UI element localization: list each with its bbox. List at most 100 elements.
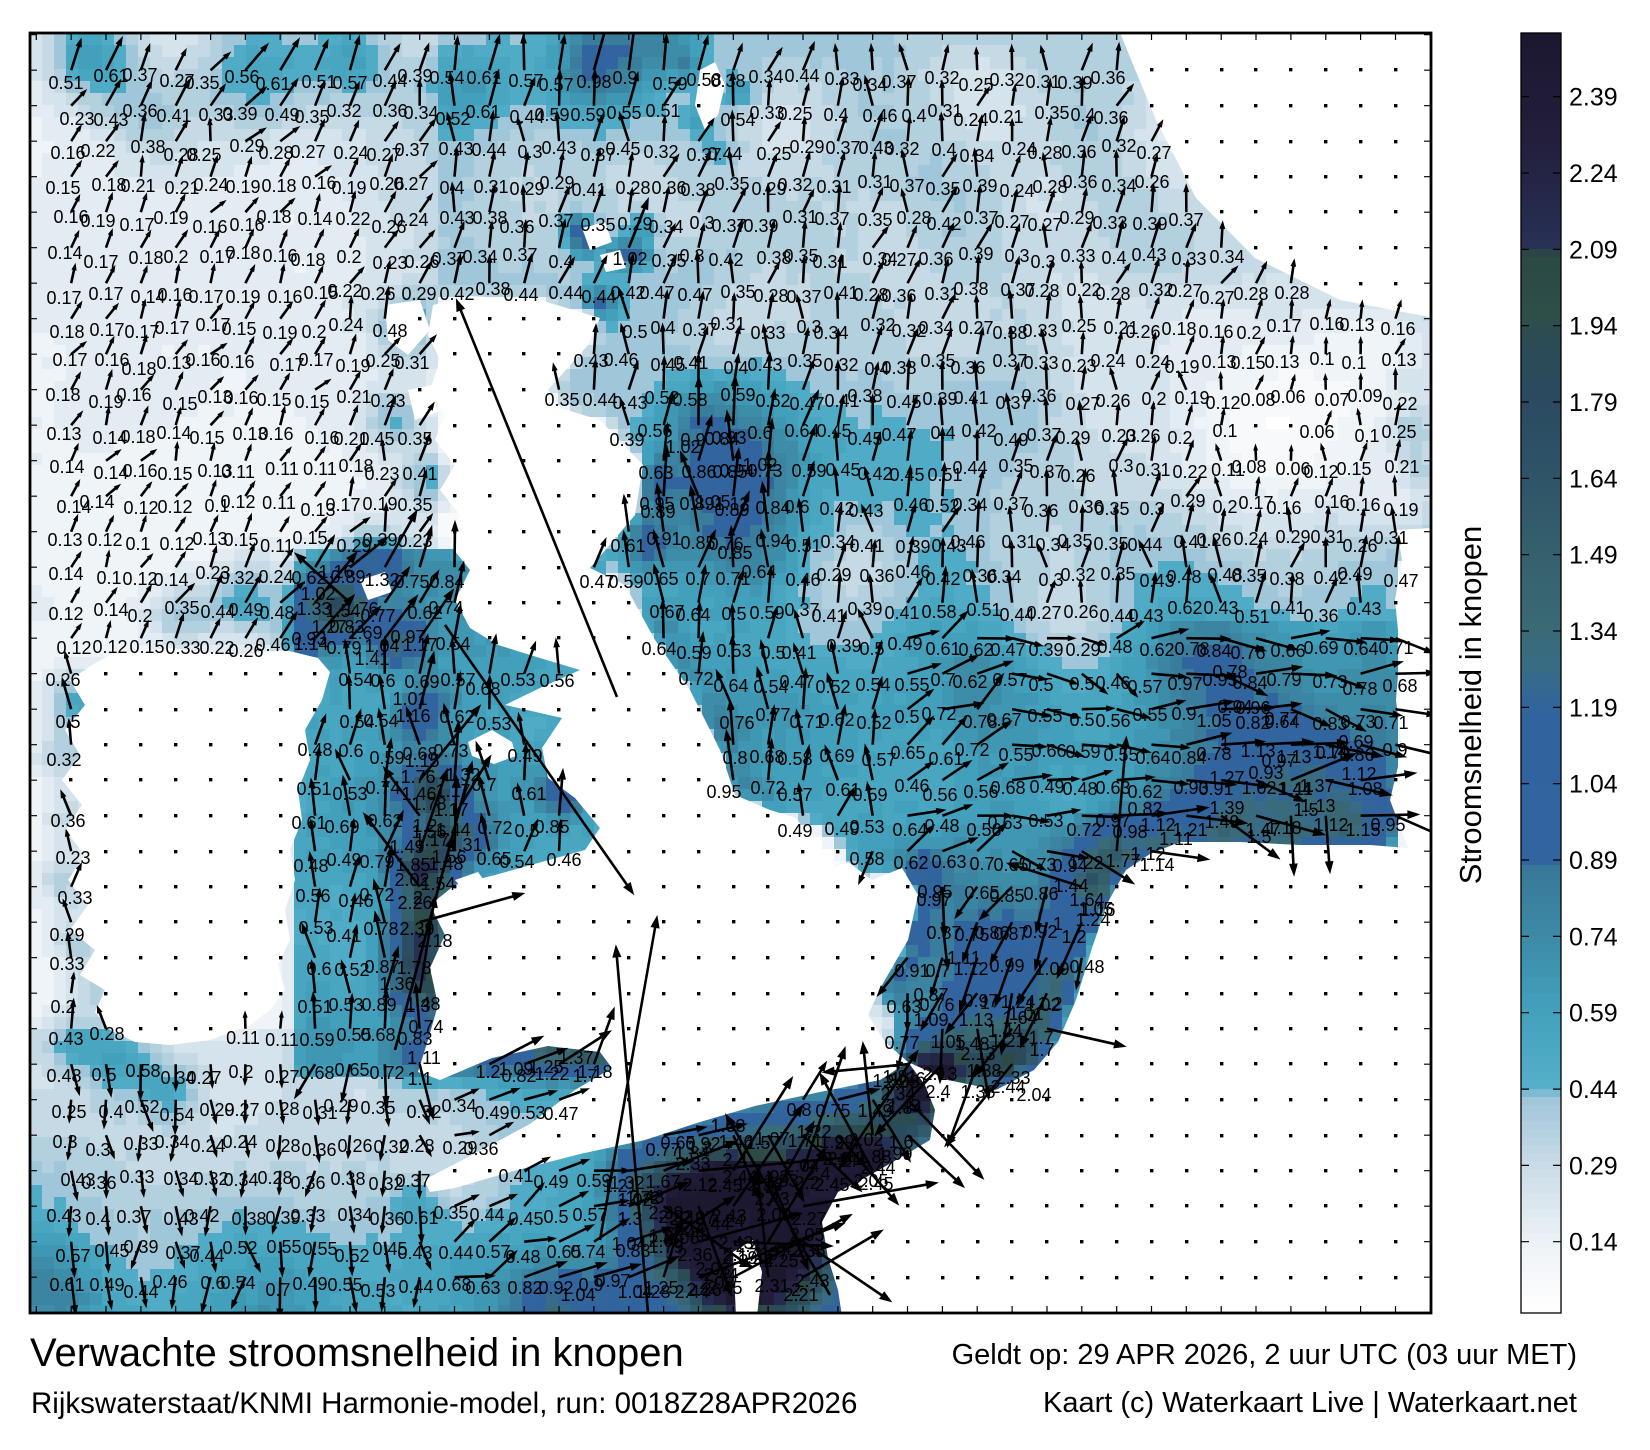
svg-text:1.05: 1.05 bbox=[1078, 899, 1113, 919]
svg-text:0.18: 0.18 bbox=[120, 427, 155, 447]
svg-text:0.82: 0.82 bbox=[507, 1278, 542, 1298]
svg-text:0.16: 0.16 bbox=[94, 350, 129, 370]
svg-text:0.72: 0.72 bbox=[750, 778, 785, 798]
svg-text:2.02: 2.02 bbox=[394, 870, 429, 890]
svg-text:0.68: 0.68 bbox=[749, 747, 784, 767]
svg-text:0.22: 0.22 bbox=[1172, 462, 1207, 482]
svg-text:0.5: 0.5 bbox=[894, 707, 919, 727]
svg-text:0.57: 0.57 bbox=[55, 1246, 90, 1266]
svg-text:0.32: 0.32 bbox=[891, 321, 926, 341]
svg-text:Rijkswaterstaat/KNMI Harmonie-: Rijkswaterstaat/KNMI Harmonie-model, run… bbox=[31, 1387, 857, 1420]
svg-text:0.43: 0.43 bbox=[163, 1209, 198, 1229]
svg-text:0.29: 0.29 bbox=[199, 1100, 234, 1120]
svg-text:0.91: 0.91 bbox=[1198, 779, 1233, 799]
svg-text:0.4: 0.4 bbox=[85, 1209, 110, 1229]
svg-text:0.55: 0.55 bbox=[1132, 705, 1167, 725]
svg-text:0.52: 0.52 bbox=[644, 388, 679, 408]
svg-text:0.56: 0.56 bbox=[1095, 711, 1130, 731]
svg-text:0.16: 0.16 bbox=[116, 385, 151, 405]
svg-text:0.43: 0.43 bbox=[1203, 598, 1238, 618]
svg-text:2.45: 2.45 bbox=[707, 1278, 742, 1298]
svg-text:0.48: 0.48 bbox=[372, 321, 407, 341]
svg-text:0.84: 0.84 bbox=[1232, 673, 1267, 693]
svg-text:0.36: 0.36 bbox=[122, 101, 157, 121]
svg-text:0.85: 0.85 bbox=[717, 543, 752, 563]
svg-text:0.95: 0.95 bbox=[1370, 815, 1405, 835]
svg-text:0.37: 0.37 bbox=[116, 1207, 151, 1227]
svg-text:Kaart (c) Waterkaart Live | Wa: Kaart (c) Waterkaart Live | Waterkaart.n… bbox=[1043, 1387, 1577, 1419]
svg-text:0.54: 0.54 bbox=[363, 711, 398, 731]
svg-text:0.53: 0.53 bbox=[1028, 811, 1063, 831]
svg-text:0.21: 0.21 bbox=[988, 107, 1023, 127]
svg-text:0.36: 0.36 bbox=[463, 1139, 498, 1159]
svg-text:0.38: 0.38 bbox=[330, 1169, 365, 1189]
svg-text:0.22: 0.22 bbox=[1382, 394, 1417, 414]
svg-text:0.44: 0.44 bbox=[999, 605, 1034, 625]
svg-text:0.97: 0.97 bbox=[1261, 751, 1296, 771]
svg-text:1.32: 1.32 bbox=[445, 765, 480, 785]
svg-text:0.37: 0.37 bbox=[992, 351, 1027, 371]
svg-text:0.16: 0.16 bbox=[1380, 319, 1415, 339]
svg-text:0.35: 0.35 bbox=[857, 210, 892, 230]
svg-text:0.53: 0.53 bbox=[298, 918, 333, 938]
svg-text:0.86: 0.86 bbox=[681, 462, 716, 482]
svg-text:0.8: 0.8 bbox=[722, 748, 747, 768]
svg-text:0.59: 0.59 bbox=[534, 105, 569, 125]
svg-text:0.12: 0.12 bbox=[56, 638, 91, 658]
svg-text:0.16: 0.16 bbox=[1314, 492, 1349, 512]
svg-text:0.84: 0.84 bbox=[1196, 641, 1231, 661]
svg-text:2.4: 2.4 bbox=[796, 1241, 821, 1261]
svg-text:0.73: 0.73 bbox=[433, 741, 468, 761]
svg-text:0.3: 0.3 bbox=[689, 213, 714, 233]
svg-text:0.19: 0.19 bbox=[262, 323, 297, 343]
svg-text:2.2: 2.2 bbox=[794, 1173, 819, 1193]
svg-text:1.64: 1.64 bbox=[1002, 1008, 1037, 1028]
svg-text:0.11: 0.11 bbox=[260, 536, 294, 556]
svg-text:0.27: 0.27 bbox=[994, 212, 1029, 232]
svg-text:1.5: 1.5 bbox=[1246, 827, 1271, 847]
svg-text:1.1: 1.1 bbox=[407, 1069, 432, 1089]
svg-text:0.41: 0.41 bbox=[326, 926, 361, 946]
svg-text:0.61: 0.61 bbox=[93, 66, 128, 86]
svg-text:0.31: 0.31 bbox=[302, 1103, 337, 1123]
svg-text:2.09: 2.09 bbox=[1569, 236, 1618, 264]
svg-text:0.06: 0.06 bbox=[1270, 387, 1305, 407]
svg-text:0.57: 0.57 bbox=[992, 670, 1027, 690]
svg-text:0.56: 0.56 bbox=[963, 782, 998, 802]
svg-text:0.07: 0.07 bbox=[1314, 390, 1349, 410]
svg-text:0.26: 0.26 bbox=[1134, 172, 1169, 192]
svg-text:0.11: 0.11 bbox=[221, 462, 255, 482]
svg-text:0.59: 0.59 bbox=[791, 461, 826, 481]
svg-text:0.43: 0.43 bbox=[541, 138, 576, 158]
svg-text:0.89: 0.89 bbox=[640, 502, 675, 522]
svg-text:0.58: 0.58 bbox=[672, 390, 707, 410]
svg-text:0.15: 0.15 bbox=[1230, 353, 1265, 373]
svg-text:0.26: 0.26 bbox=[228, 641, 263, 661]
svg-text:0.18: 0.18 bbox=[290, 250, 325, 270]
svg-text:0.26: 0.26 bbox=[1125, 322, 1160, 342]
svg-text:2.43: 2.43 bbox=[629, 1187, 664, 1207]
svg-text:0.29: 0.29 bbox=[323, 1096, 358, 1116]
svg-text:0.2: 0.2 bbox=[228, 1062, 253, 1082]
svg-text:1.13: 1.13 bbox=[958, 1010, 993, 1030]
svg-text:0.14: 0.14 bbox=[56, 497, 91, 517]
svg-text:0.4: 0.4 bbox=[439, 178, 464, 198]
svg-text:0.85: 0.85 bbox=[989, 886, 1024, 906]
svg-text:0.63: 0.63 bbox=[638, 463, 673, 483]
svg-text:0.34: 0.34 bbox=[403, 103, 438, 123]
svg-text:2.43: 2.43 bbox=[711, 1206, 746, 1226]
svg-text:0.35: 0.35 bbox=[1034, 103, 1069, 123]
svg-text:0.62: 0.62 bbox=[1139, 640, 1174, 660]
svg-text:0.49: 0.49 bbox=[777, 821, 812, 841]
svg-text:0.25: 0.25 bbox=[365, 351, 400, 371]
svg-text:1.04: 1.04 bbox=[611, 1234, 646, 1254]
svg-text:0.41: 0.41 bbox=[824, 391, 859, 411]
svg-text:0.62: 0.62 bbox=[291, 568, 326, 588]
svg-text:0.35: 0.35 bbox=[397, 429, 432, 449]
svg-text:0.26: 0.26 bbox=[1342, 536, 1377, 556]
svg-text:0.59: 0.59 bbox=[852, 785, 887, 805]
svg-text:1.13: 1.13 bbox=[1276, 747, 1311, 767]
svg-text:0.9: 0.9 bbox=[680, 430, 705, 450]
svg-text:0.98: 0.98 bbox=[576, 72, 611, 92]
svg-text:1.02: 1.02 bbox=[300, 584, 335, 604]
